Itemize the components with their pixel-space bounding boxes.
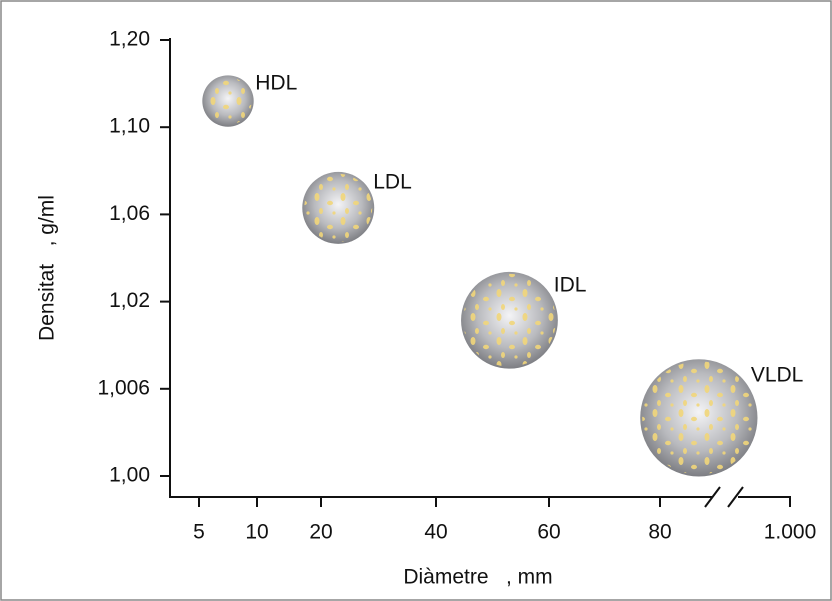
bubble-spots	[642, 361, 755, 474]
y-tick-label: 1,06	[109, 202, 150, 225]
x-tick-label: 20	[309, 521, 332, 544]
y-tick-label: 1,02	[109, 289, 150, 312]
x-tick-label: 60	[537, 521, 560, 544]
bubble-label: VLDL	[751, 363, 804, 386]
bubble-spots	[463, 274, 556, 367]
chart: Densitat , g/ml Diàmetre , mm 1,20 1,10 1,…	[0, 0, 832, 601]
bubble-label: IDL	[554, 274, 587, 297]
x-tick-label: 10	[245, 521, 268, 544]
x-tick-label: 5	[193, 521, 205, 544]
bubble-label: LDL	[373, 170, 412, 193]
x-tick-label: 1.000	[764, 521, 817, 544]
x-tick-label: 40	[424, 521, 447, 544]
bubble-spots	[204, 77, 251, 124]
y-tick-label: 1,00	[109, 464, 150, 487]
bubble-spots	[304, 174, 372, 242]
y-tick-label: 1,10	[109, 115, 150, 138]
y-tick-label: 1,20	[109, 28, 150, 51]
y-axis-label: Densitat , g/ml	[36, 195, 59, 341]
bubble-label: HDL	[255, 71, 297, 94]
y-tick-label: 1,006	[97, 376, 150, 399]
x-axis	[738, 497, 790, 507]
x-axis-label: Diàmetre , mm	[403, 566, 552, 589]
x-tick-label: 80	[648, 521, 671, 544]
